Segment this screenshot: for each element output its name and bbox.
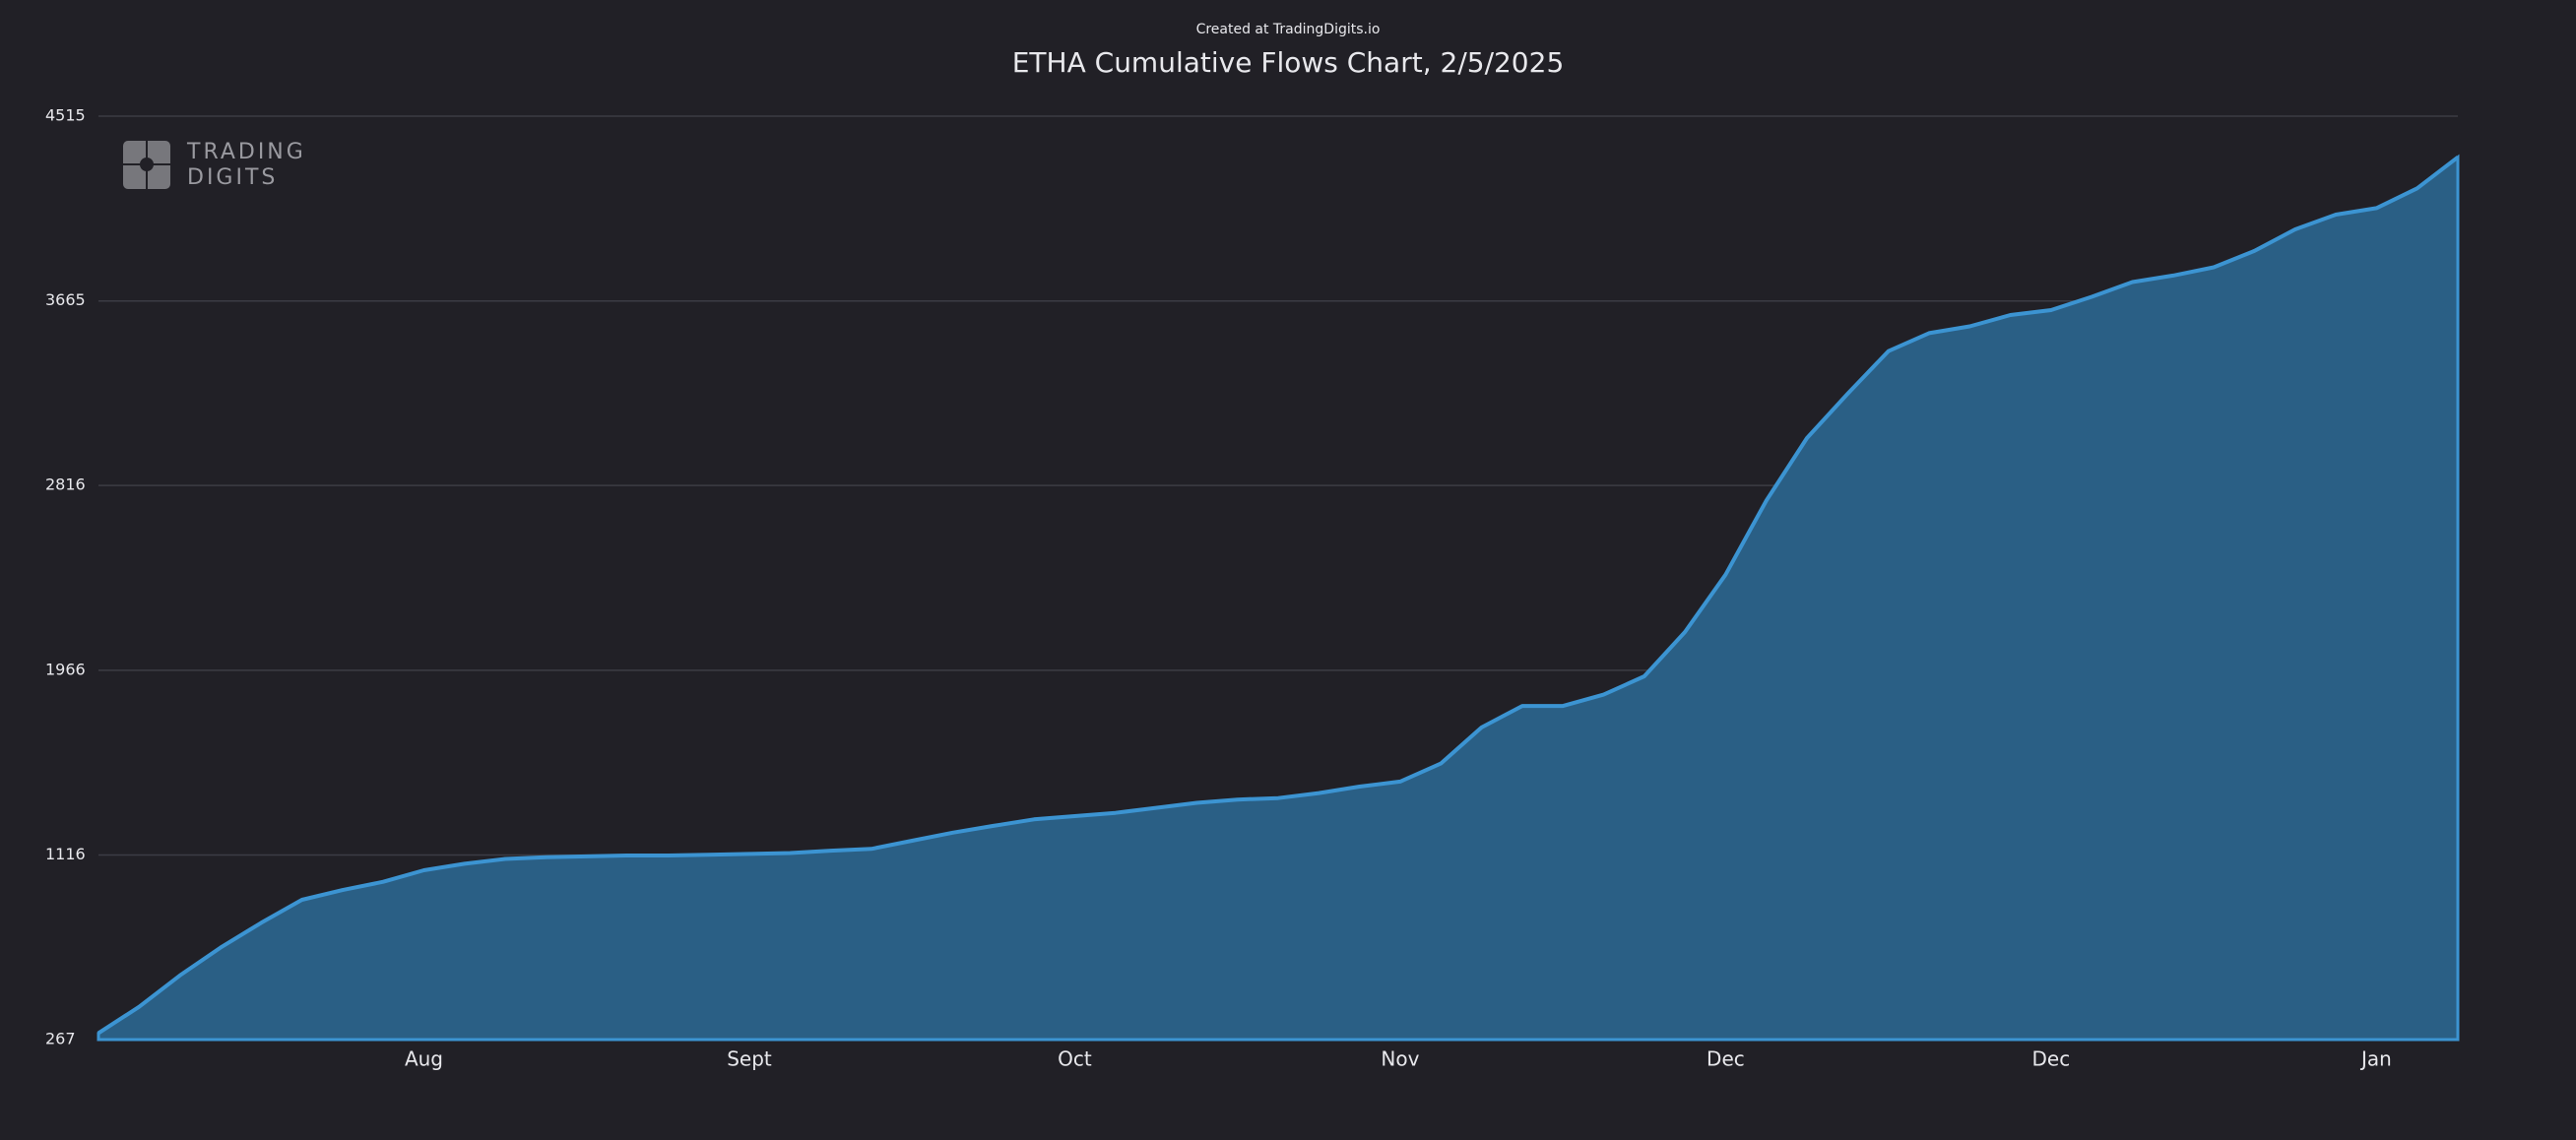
x-tick-label: Oct <box>1058 1047 1092 1071</box>
x-tick-label: Aug <box>405 1047 443 1071</box>
y-tick-label: 1966 <box>45 660 86 678</box>
logo-text: TRADING <box>186 140 306 164</box>
logo: TRADING DIGITS <box>123 140 306 190</box>
x-tick-label: Nov <box>1381 1047 1419 1071</box>
x-tick-label: Dec <box>2032 1047 2071 1071</box>
y-tick-label: 2816 <box>45 475 86 494</box>
logo-dot <box>140 158 154 171</box>
y-tick-label: 1116 <box>45 845 86 863</box>
x-tick-label: Jan <box>2359 1047 2392 1071</box>
line <box>97 156 2460 1036</box>
y-tick-label: 267 <box>45 1030 76 1048</box>
chart-title: ETHA Cumulative Flows Chart, 2/5/2025 <box>1012 46 1565 79</box>
y-tick-label: 4515 <box>45 106 86 125</box>
area <box>97 154 2460 1042</box>
y-tick-label: 3665 <box>45 290 86 309</box>
logo-text: DIGITS <box>187 165 278 190</box>
credit: Created at TradingDigits.io <box>1196 22 1381 37</box>
x-tick-label: Dec <box>1707 1047 1745 1071</box>
x-tick-label: Sept <box>727 1047 772 1071</box>
